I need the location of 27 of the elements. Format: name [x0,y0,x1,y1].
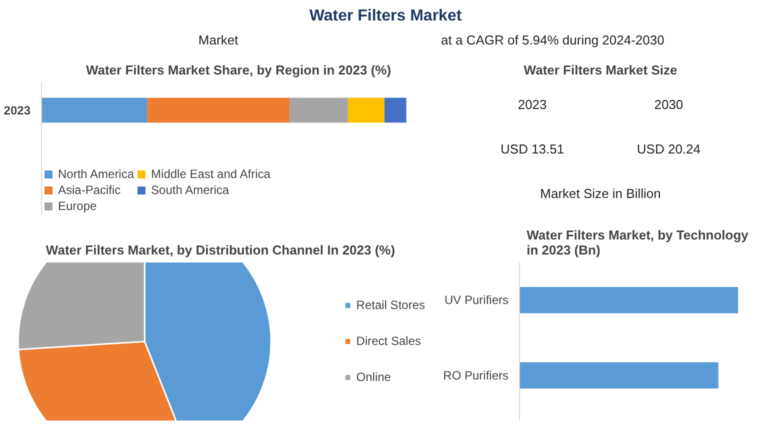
bar [42,98,148,123]
chart-title: Water Filters Market, by Technology in 2023 (Bn) [526,228,750,258]
text: Water Filters Market [309,8,462,24]
text: at a CAGR of 5.94% during 2024-2030 [441,32,664,48]
legend-label: Retail Stores [356,298,425,312]
bar [384,98,406,123]
y-tick-label: UV Purifiers [444,293,508,308]
text: Market [198,32,239,48]
chart-title: Water Filters Market, by Distribution Channel In 2023 (%) [46,242,396,258]
text: USD 13.51 [500,142,564,156]
legend-label: North America [58,167,134,181]
text: 2023 [4,104,31,118]
text: Water Filters Market Size [524,62,678,78]
legend-label: Middle East and Africa [151,167,270,181]
text: USD 20.24 [636,142,700,156]
legend-label: Direct Sales [356,334,421,348]
bar [290,98,348,123]
text: Market Size in Billion [540,186,661,201]
legend-label: Europe [58,199,97,213]
legend-label: South America [151,183,230,197]
legend-label: Online [356,370,391,384]
chart-title: Water Filters Market Share, by Region in 2023 (%) [86,62,392,78]
y-tick-label: RO Purifiers [443,368,508,382]
text: 2030 [654,97,684,112]
legend-label: Asia-Pacific [58,183,121,197]
bar [348,98,384,123]
bar [147,98,290,123]
